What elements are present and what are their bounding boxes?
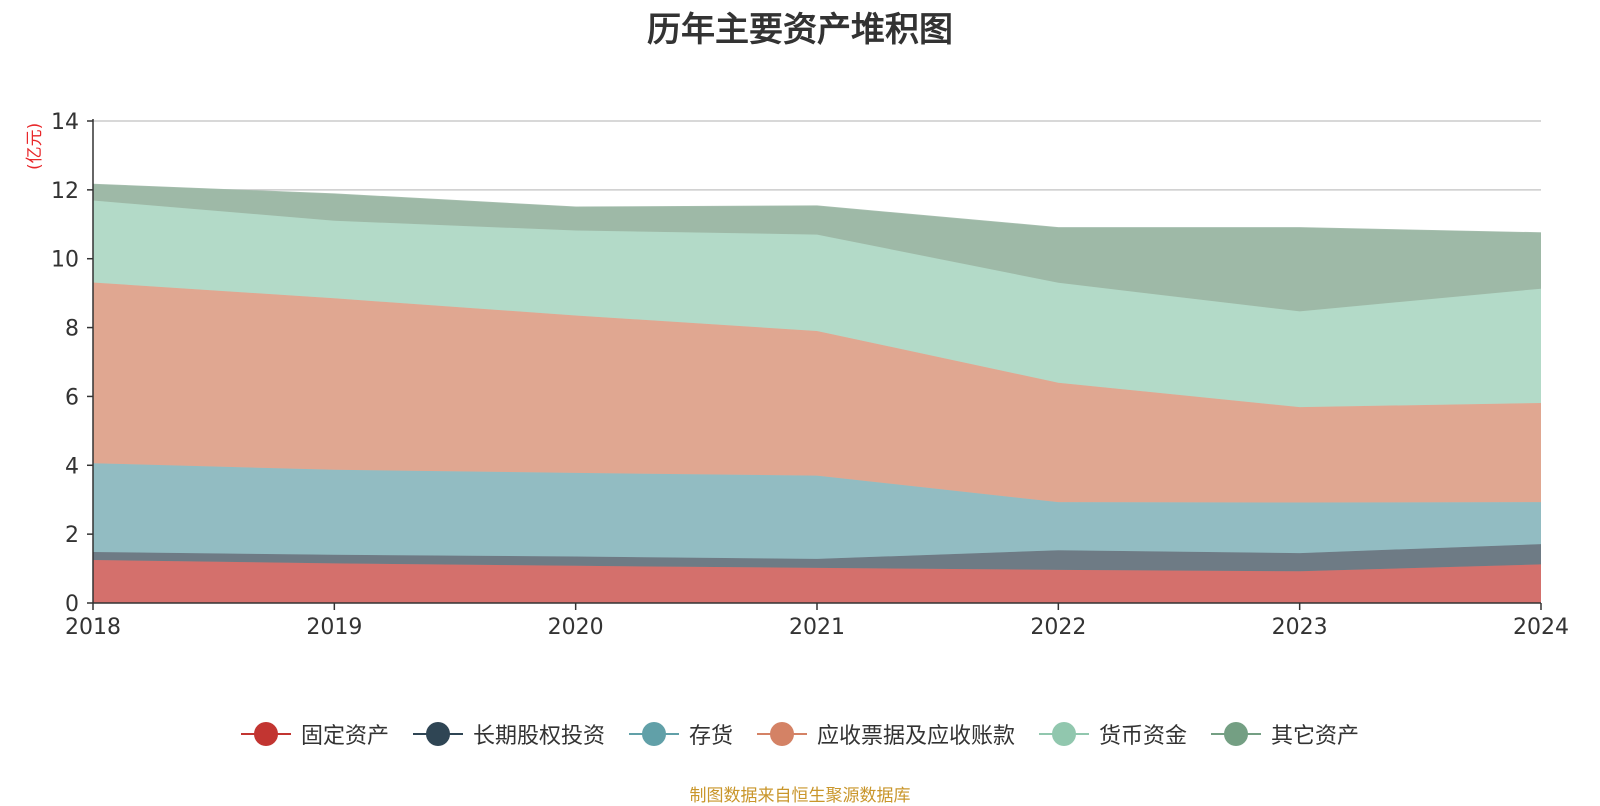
legend-marker-icon <box>757 722 807 746</box>
legend: 固定资产 长期股权投资 存货 应收票据及应收账款 货币资金 其它资产 <box>0 718 1600 750</box>
area-series-1 <box>93 544 1541 572</box>
y-tick-label: 8 <box>65 317 79 342</box>
x-tick-label: 2018 <box>65 615 121 640</box>
legend-label: 长期股权投资 <box>472 724 605 749</box>
y-tick-label: 4 <box>65 454 79 479</box>
area-series-2 <box>93 463 1541 559</box>
legend-marker-icon <box>628 722 679 746</box>
legend-item[interactable]: 货币资金 <box>1039 718 1187 750</box>
x-tick-label: 2022 <box>1030 615 1086 640</box>
area-layers <box>92 183 1542 603</box>
legend-label: 货币资金 <box>1099 724 1188 749</box>
x-tick-label: 2023 <box>1272 615 1328 640</box>
chart-title: 历年主要资产堆积图 <box>647 10 953 50</box>
area-series-3 <box>93 282 1541 503</box>
area-series-5 <box>93 184 1541 312</box>
area-series-4 <box>93 200 1541 408</box>
legend-item[interactable]: 应收票据及应收账款 <box>757 718 1015 750</box>
legend-marker-icon <box>412 722 463 746</box>
x-tick-label: 2021 <box>789 615 845 640</box>
legend-marker-icon <box>1211 722 1262 746</box>
axes <box>87 119 1542 610</box>
x-tick-label: 2019 <box>306 615 362 640</box>
legend-label: 其它资产 <box>1271 724 1360 749</box>
y-tick-label: 10 <box>51 248 79 273</box>
legend-marker-icon <box>240 722 291 746</box>
legend-item[interactable]: 存货 <box>628 718 733 750</box>
data-source-note: 制图数据来自恒生聚源数据库 <box>689 786 911 806</box>
y-tick-label: 6 <box>65 385 79 410</box>
tick-labels: 0 2 4 6 8 10 12 14 2018 2019 2020 2021 2022 2023 2024 <box>51 110 1569 640</box>
y-tick-label: 2 <box>65 523 79 548</box>
legend-label: 存货 <box>688 724 733 749</box>
legend-marker-icon <box>1039 722 1090 746</box>
y-tick-label: 0 <box>65 592 79 617</box>
x-tick-label: 2024 <box>1513 615 1569 640</box>
legend-label: 应收票据及应收账款 <box>817 724 1016 749</box>
y-tick-label: 14 <box>51 110 79 135</box>
legend-item[interactable]: 长期股权投资 <box>412 718 605 750</box>
legend-label: 固定资产 <box>300 724 389 749</box>
y-tick-label: 12 <box>51 179 79 204</box>
legend-item[interactable]: 固定资产 <box>240 718 389 750</box>
series-line-5 <box>92 183 1542 234</box>
x-tick-label: 2020 <box>548 615 604 640</box>
legend-item[interactable]: 其它资产 <box>1211 718 1359 750</box>
stacked-area-chart: 0 2 4 6 8 10 12 14 2018 2019 2020 2021 2022 2023 2024 <box>51 110 1569 640</box>
